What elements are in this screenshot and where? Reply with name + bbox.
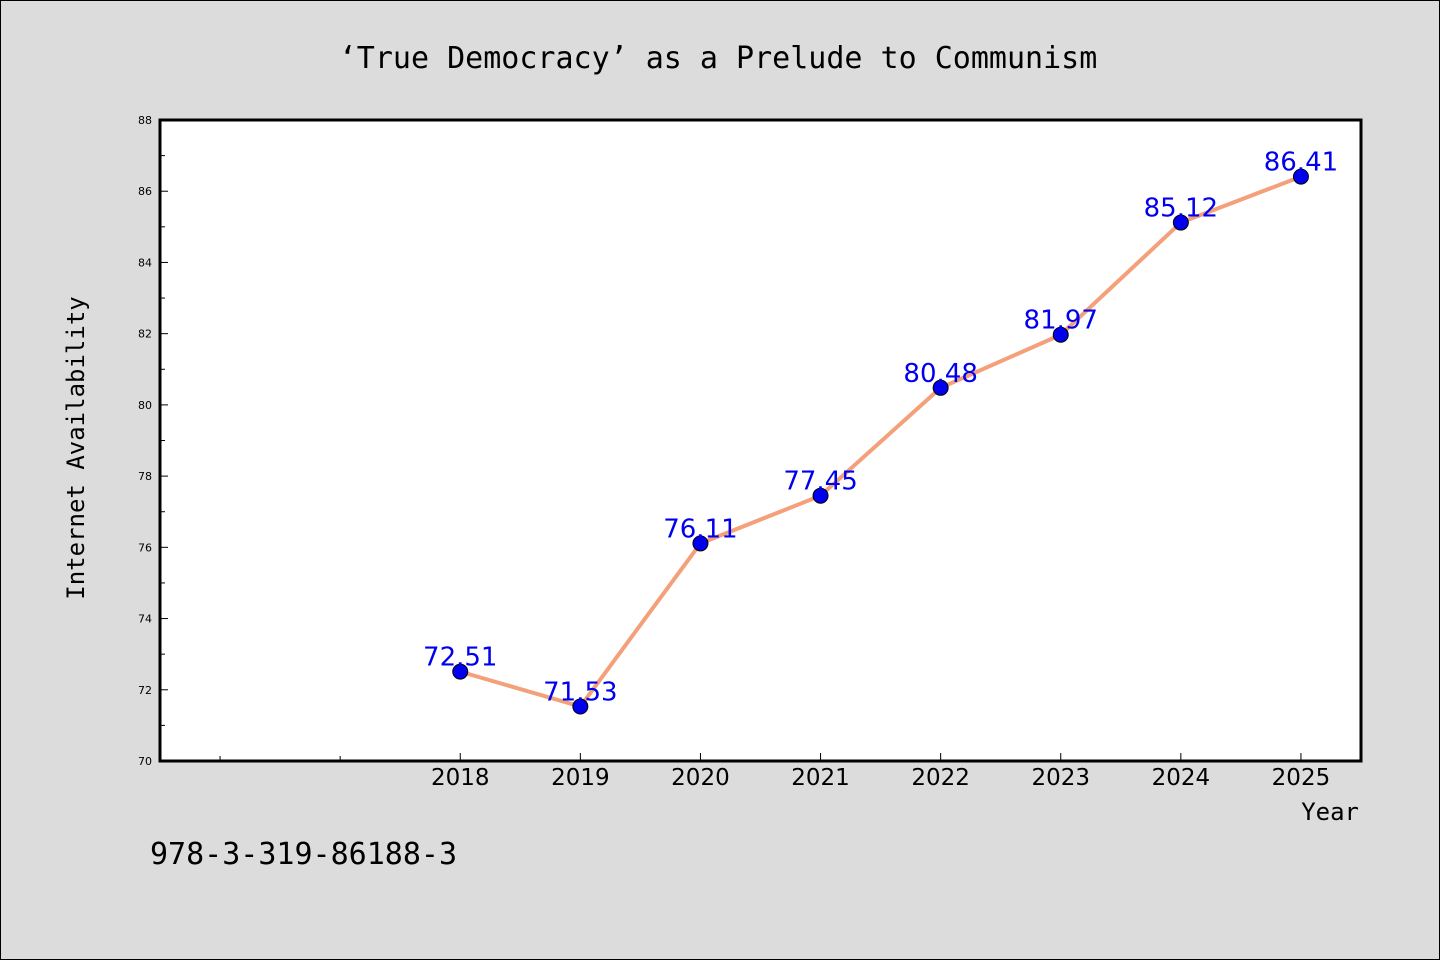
x-tick-label: 2022 — [911, 765, 970, 791]
y-axis: 70 72 74 76 78 80 82 84 86 88 — [138, 114, 168, 768]
y-tick-label: 78 — [138, 470, 152, 483]
data-point — [1052, 326, 1069, 343]
x-tick-label: 2020 — [671, 765, 730, 791]
data-point — [572, 698, 589, 715]
y-tick-label: 88 — [138, 114, 152, 127]
x-tick-label: 2023 — [1031, 765, 1090, 791]
series-line — [458, 174, 1303, 709]
plot-area — [160, 120, 1361, 761]
x-tick-label: 2021 — [791, 765, 850, 791]
y-tick-label: 76 — [138, 541, 152, 554]
data-label-layer: 72.51 71.53 76.11 77.45 80.48 81.97 85.12 86.41 — [423, 148, 1338, 708]
data-point — [932, 379, 949, 396]
x-axis: 2018 2019 2020 2021 2022 2023 2024 2025 — [219, 753, 1331, 791]
y-tick-label: 86 — [138, 185, 152, 198]
y-tick-label: 84 — [138, 256, 152, 269]
data-point — [452, 663, 469, 680]
data-label: 80.48 — [903, 359, 977, 389]
y-tick-label: 70 — [138, 755, 152, 768]
data-label: 77.45 — [783, 467, 857, 497]
plot-frame — [158, 118, 1363, 763]
data-label: 86.41 — [1264, 148, 1338, 178]
x-tick-label: 2025 — [1272, 765, 1331, 791]
isbn-footnote: 978-3-319-86188-3 — [150, 837, 457, 872]
y-tick-label: 82 — [138, 328, 152, 341]
data-label: 71.53 — [543, 678, 617, 708]
x-tick-label: 2018 — [431, 765, 490, 791]
x-tick-label: 2019 — [551, 765, 610, 791]
data-point — [692, 535, 709, 552]
chart-title: ‘True Democracy’ as a Prelude to Communi… — [339, 41, 1098, 76]
y-axis-label: Internet Availability — [62, 296, 90, 599]
data-label: 85.12 — [1144, 194, 1218, 224]
data-point — [812, 487, 829, 504]
data-label: 72.51 — [423, 643, 497, 673]
y-tick-label: 80 — [138, 399, 152, 412]
data-label: 81.97 — [1024, 306, 1098, 336]
data-label: 76.11 — [663, 514, 737, 544]
data-point — [1172, 214, 1189, 231]
x-tick-label: 2024 — [1152, 765, 1211, 791]
series-layer — [452, 168, 1309, 715]
data-point — [1292, 168, 1309, 185]
x-axis-label: Year — [1301, 798, 1359, 826]
y-tick-label: 72 — [138, 684, 152, 697]
y-tick-label: 74 — [138, 613, 152, 626]
